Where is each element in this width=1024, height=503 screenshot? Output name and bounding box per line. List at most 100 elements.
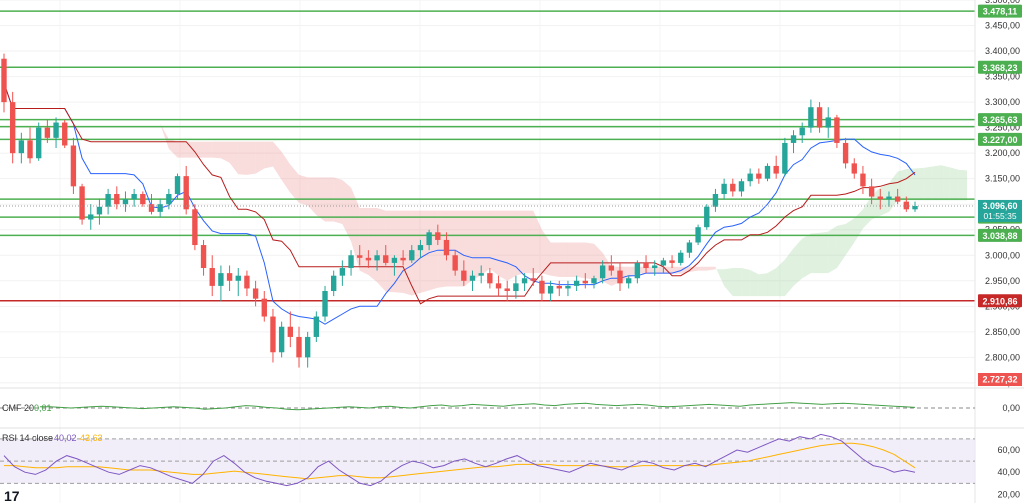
- cloud-segment: [168, 139, 178, 158]
- candle-body: [686, 242, 693, 253]
- price-tick-label: 2.800,00: [985, 352, 1020, 362]
- cloud-segment: [420, 210, 430, 293]
- cloud-segment: [298, 174, 308, 206]
- candle-body: [278, 326, 285, 353]
- candle-body: [226, 273, 233, 281]
- candle-body: [62, 122, 68, 146]
- rsi-tick-label: 20,00: [997, 489, 1020, 499]
- cloud-segment: [229, 141, 239, 175]
- candle-body: [270, 316, 276, 353]
- candle-body: [287, 326, 294, 337]
- cloud-segment: [333, 177, 343, 224]
- cloud-segment: [585, 242, 594, 280]
- cloud-segment: [784, 248, 794, 297]
- level-price-tag: [978, 132, 1022, 146]
- candle-body: [504, 288, 510, 291]
- candle-body: [443, 239, 450, 256]
- cloud-segment: [429, 210, 438, 291]
- cloud-segment: [845, 218, 855, 256]
- cloud-segment: [559, 242, 568, 277]
- candle-body: [148, 204, 155, 212]
- candle-body: [192, 209, 198, 246]
- candle-body: [886, 196, 892, 200]
- level-price-label: 2.910,86: [982, 296, 1017, 306]
- candle-body: [331, 275, 337, 291]
- cloud-segment: [368, 208, 378, 283]
- cloud-segment: [854, 209, 863, 243]
- candle-body: [27, 140, 33, 159]
- candle-body: [625, 278, 632, 284]
- candle-body: [409, 250, 415, 261]
- candle-body: [530, 278, 536, 281]
- cloud-segment: [220, 141, 230, 163]
- cmf-tick-label: 0,00: [1002, 403, 1020, 413]
- candle-body: [426, 232, 432, 246]
- candle-body: [721, 183, 727, 194]
- candle-body: [764, 165, 771, 179]
- level-price-tag: [978, 228, 1022, 242]
- price-tick-label: 3.400,00: [985, 46, 1020, 56]
- candle-body: [912, 205, 918, 210]
- cloud-segment: [567, 242, 577, 277]
- candle-body: [304, 336, 311, 358]
- cloud-segment: [550, 242, 560, 277]
- cloud-segment: [906, 168, 915, 201]
- level-price-label: 3.038,88: [982, 231, 1017, 241]
- cloud-segment: [941, 165, 950, 201]
- cloud-segment: [810, 232, 820, 274]
- cloud-segment: [151, 108, 161, 124]
- cloud-segment: [463, 210, 473, 287]
- level-price-label: 3.478,11: [983, 7, 1018, 17]
- candle-body: [374, 255, 380, 261]
- price-tick-label: 3.200,00: [985, 148, 1020, 158]
- level-price-tag: [978, 4, 1022, 18]
- cloud-segment: [272, 141, 282, 180]
- cloud-segment: [793, 238, 803, 286]
- candle-body: [782, 142, 788, 174]
- candle-body: [495, 283, 502, 289]
- cloud-segment: [160, 123, 169, 149]
- candle-body: [747, 173, 753, 182]
- level-price-tag: [978, 294, 1022, 308]
- candle-body: [157, 204, 163, 212]
- candle-body: [608, 265, 615, 271]
- cloud-segment: [862, 195, 872, 229]
- candle-body: [70, 145, 77, 187]
- cloud-segment: [246, 141, 256, 175]
- candle-body: [435, 232, 441, 240]
- candle-body: [652, 265, 658, 269]
- candle-body: [166, 194, 172, 205]
- candle-body: [704, 206, 710, 228]
- cloud-segment: [533, 210, 542, 274]
- candle-body: [200, 245, 207, 269]
- cloud-segment: [194, 141, 204, 158]
- candle-body: [96, 206, 103, 215]
- candle-body: [9, 102, 16, 154]
- candle-body: [712, 194, 719, 207]
- price-tick-label: 2.850,00: [985, 327, 1020, 337]
- candle-body: [400, 257, 406, 261]
- last-price-tag: [978, 199, 1022, 222]
- cloud-segment: [437, 210, 447, 288]
- cloud-segment: [897, 169, 907, 201]
- cloud-segment: [307, 177, 317, 216]
- cloud-segment: [203, 141, 213, 158]
- cloud-segment: [706, 266, 716, 271]
- candle-body: [877, 196, 883, 200]
- candle-body: [218, 273, 224, 286]
- candle-body: [695, 227, 701, 243]
- price-tick-label: 3.500,00: [985, 0, 1020, 5]
- rsi-ma-value: 43,63: [80, 433, 103, 443]
- cloud-segment: [411, 210, 421, 296]
- candle-body: [834, 117, 840, 143]
- cloud-segment: [758, 273, 768, 297]
- level-price-label: 3.265,63: [982, 115, 1017, 125]
- cloud-segment: [802, 233, 811, 279]
- candle-body: [894, 196, 901, 202]
- candle-body: [573, 280, 580, 286]
- last-price-label: 3.096,60: [982, 201, 1017, 211]
- cloud-segment: [481, 210, 490, 276]
- cloud-segment: [90, 82, 100, 109]
- countdown-label: 01:55:35: [983, 211, 1016, 221]
